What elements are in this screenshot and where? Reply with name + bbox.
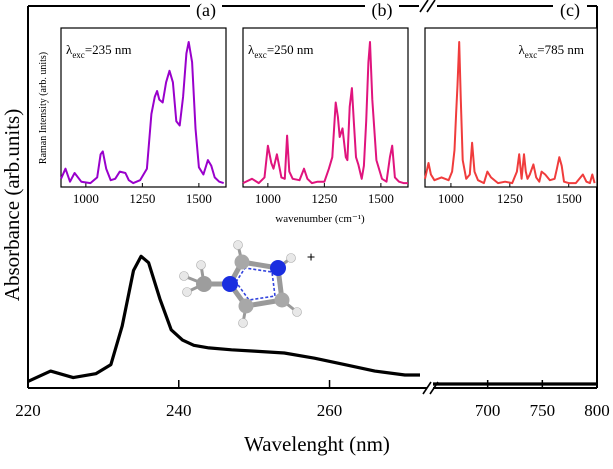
raman-a-series-line xyxy=(60,41,224,185)
inset-b-tick-label: 1000 xyxy=(255,191,281,206)
inset-b: 1000 1250 1500 λexc=250 nm xyxy=(242,27,409,206)
raman-b-annotation: λexc=250 nm xyxy=(248,42,314,60)
main-x-tick-label: 220 xyxy=(15,401,41,420)
inset-b-tick-label: 1500 xyxy=(368,191,394,206)
molecule-atoms xyxy=(179,240,302,328)
main-x-tick-label: 260 xyxy=(317,401,343,420)
raman-y-axis-label: Raman Intensity (arb. units) xyxy=(38,52,49,164)
raman-x-axis-label: wavenumber (cm⁻¹) xyxy=(275,213,365,225)
inset-a: 1000 1250 1500 λexc=235 nm xyxy=(60,27,227,206)
aromatic-ring-dashes xyxy=(235,267,276,301)
main-x-tick-label: 800 xyxy=(584,401,610,420)
molecule-illustration: + xyxy=(179,240,316,328)
inset-a-tick-label: 1500 xyxy=(186,191,212,206)
main-x-tick-label: 700 xyxy=(475,401,501,420)
inset-a-tick-label: 1000 xyxy=(73,191,99,206)
raman-b-series-line xyxy=(242,41,408,185)
main-x-tick-label: 750 xyxy=(530,401,556,420)
inset-a-tick-label: 1250 xyxy=(129,191,155,206)
main-x-tick-label: 240 xyxy=(166,401,192,420)
main-series xyxy=(27,254,597,386)
raman-a-annotation: λexc=235 nm xyxy=(66,42,132,60)
main-y-axis-label: Absorbance (arb.units) xyxy=(0,109,24,301)
molecule-charge: + xyxy=(307,250,316,266)
inset-b-tick-label: 1250 xyxy=(311,191,337,206)
inset-c: 1000 1250 1500 λexc=785 nm xyxy=(424,27,598,206)
absorbance-series-line xyxy=(27,254,420,383)
panel-label-a: (a) xyxy=(196,0,216,21)
inset-c-tick-label: 1000 xyxy=(438,191,464,206)
panel-label-b: (b) xyxy=(372,0,393,21)
axis-break-top xyxy=(419,0,436,13)
panel-label-c: (c) xyxy=(560,0,580,21)
main-x-axis-label: Wavelenght (nm) xyxy=(244,432,390,456)
inset-c-tick-label: 1250 xyxy=(497,191,523,206)
raman-c-series-line xyxy=(424,41,596,185)
inset-c-tick-label: 1500 xyxy=(556,191,582,206)
main-ticks: 220 240 260 700 750 800 xyxy=(15,380,610,420)
raman-c-annotation: λexc=785 nm xyxy=(518,42,584,60)
